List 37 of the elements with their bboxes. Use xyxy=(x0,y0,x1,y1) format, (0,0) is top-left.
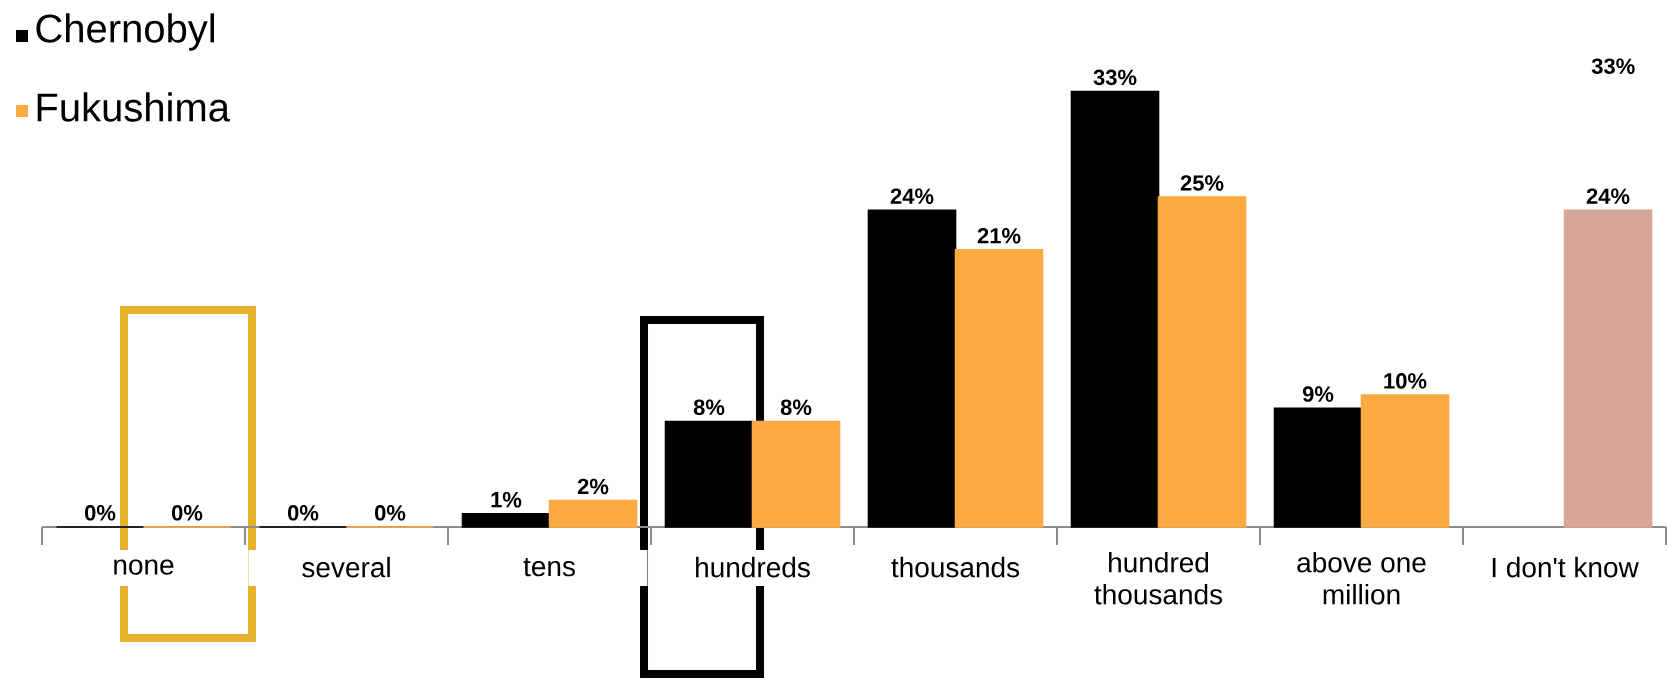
annotation: 0% xyxy=(287,505,319,521)
annotation: 0% xyxy=(84,505,116,521)
bar xyxy=(1157,196,1247,528)
bar xyxy=(664,420,754,528)
data-label: 10% xyxy=(1384,373,1427,389)
x-tick-label: several xyxy=(302,556,390,578)
x-tick-label: hundred thousands xyxy=(1094,551,1223,605)
data-label: 24% xyxy=(890,188,934,204)
x-tick-label: tens xyxy=(523,557,575,577)
bar xyxy=(1563,209,1653,528)
bar xyxy=(867,209,957,528)
x-tick-label: hundreds xyxy=(696,556,810,578)
x-tick-label: above one million xyxy=(1297,551,1426,605)
data-label: 24% xyxy=(1586,188,1630,204)
data-label: 1% xyxy=(491,491,522,508)
data-label: 8% xyxy=(693,399,725,416)
data-label: 9% xyxy=(1302,386,1334,402)
bar xyxy=(751,420,841,528)
annotation: 0% xyxy=(374,505,406,521)
data-label: 25% xyxy=(1180,175,1224,191)
bar xyxy=(1360,394,1450,528)
legend-label: Chernobyl xyxy=(36,13,215,51)
data-label: 8% xyxy=(780,399,812,416)
x-tick-label: thousands xyxy=(891,556,1020,578)
bar xyxy=(548,499,638,528)
data-label: 33% xyxy=(1093,69,1137,86)
bar xyxy=(461,513,551,528)
bar xyxy=(1070,90,1160,528)
text: 33% xyxy=(1591,58,1635,75)
bar xyxy=(954,249,1044,528)
data-label: 21% xyxy=(977,228,1021,244)
bar xyxy=(1273,407,1363,528)
x-tick-label: I don't know xyxy=(1492,556,1639,578)
annotation: 0% xyxy=(171,505,203,521)
data-label: 2% xyxy=(577,478,609,495)
x-tick-label: none xyxy=(114,559,174,575)
legend-label: Fukushima xyxy=(37,92,230,122)
